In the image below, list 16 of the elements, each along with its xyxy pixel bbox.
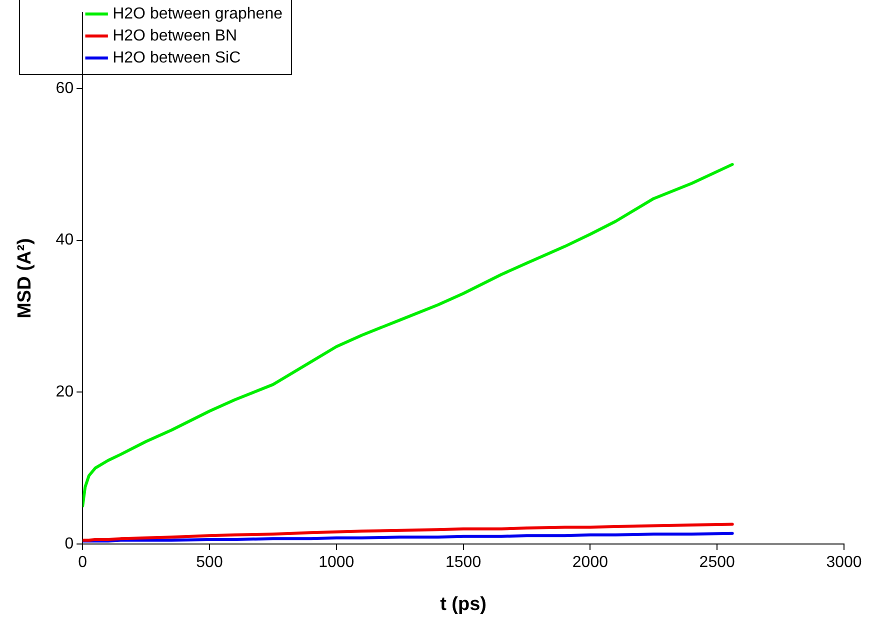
y-tick-label: 20 xyxy=(56,384,74,401)
legend-label: H2O between graphene xyxy=(112,5,283,22)
x-tick-label: 2500 xyxy=(699,554,735,572)
x-tick-label: 500 xyxy=(196,554,223,572)
legend-label: H2O between SiC xyxy=(112,49,241,66)
y-tick-label: 0 xyxy=(64,535,74,552)
x-tick-label: 0 xyxy=(78,554,88,572)
x-tick-label: 1000 xyxy=(318,554,354,572)
y-tick-label: 40 xyxy=(56,232,74,249)
x-tick-label: 1500 xyxy=(446,554,482,572)
legend-label: H2O between BN xyxy=(112,27,238,44)
y-tick-label: 60 xyxy=(56,80,74,97)
x-tick-label: 2000 xyxy=(572,554,608,572)
x-axis-title: t (ps) xyxy=(440,594,487,615)
x-tick-label: 3000 xyxy=(826,554,862,572)
y-axis-title: MSD (A²) xyxy=(14,238,36,318)
